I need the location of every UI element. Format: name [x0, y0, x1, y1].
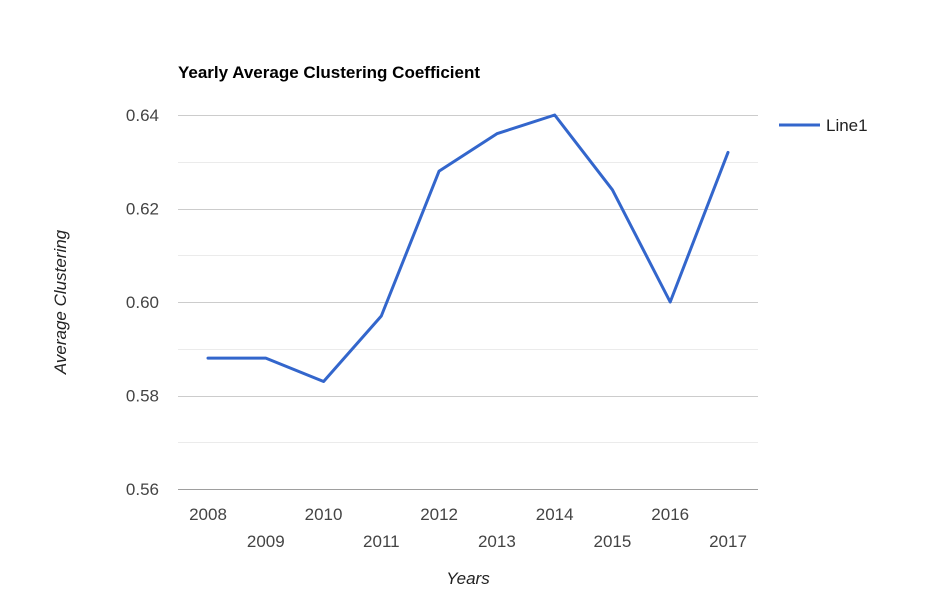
chart-title: Yearly Average Clustering Coefficient — [178, 63, 480, 82]
series-line-line1 — [206, 113, 730, 383]
y-tick-label: 0.56 — [126, 480, 159, 499]
y-tick-label: 0.58 — [126, 387, 159, 406]
y-axis-title: Average Clustering — [51, 229, 70, 375]
x-tick-label: 2012 — [420, 505, 458, 524]
legend: Line1 — [779, 116, 868, 135]
y-tick-label: 0.64 — [126, 106, 159, 125]
x-tick-label: 2011 — [363, 532, 400, 551]
x-tick-label: 2015 — [594, 532, 632, 551]
y-tick-label: 0.62 — [126, 200, 159, 219]
major-gridlines — [178, 115, 758, 490]
x-tick-label: 2010 — [305, 505, 343, 524]
y-axis-tick-labels: 0.56 0.58 0.60 0.62 0.64 — [126, 106, 159, 499]
x-tick-label: 2017 — [709, 532, 747, 551]
x-axis-title: Years — [446, 569, 490, 588]
minor-gridlines — [178, 162, 758, 443]
x-tick-label: 2013 — [478, 532, 516, 551]
x-tick-label: 2016 — [651, 505, 689, 524]
legend-label-line1: Line1 — [826, 116, 868, 135]
series-layer — [206, 113, 730, 383]
x-axis-tick-labels: 2008 2009 2010 2011 2012 2013 2014 2015 2016 2017 — [189, 505, 747, 551]
x-tick-label: 2008 — [189, 505, 227, 524]
y-tick-label: 0.60 — [126, 293, 159, 312]
x-tick-label: 2009 — [247, 532, 285, 551]
x-tick-label: 2014 — [536, 505, 574, 524]
